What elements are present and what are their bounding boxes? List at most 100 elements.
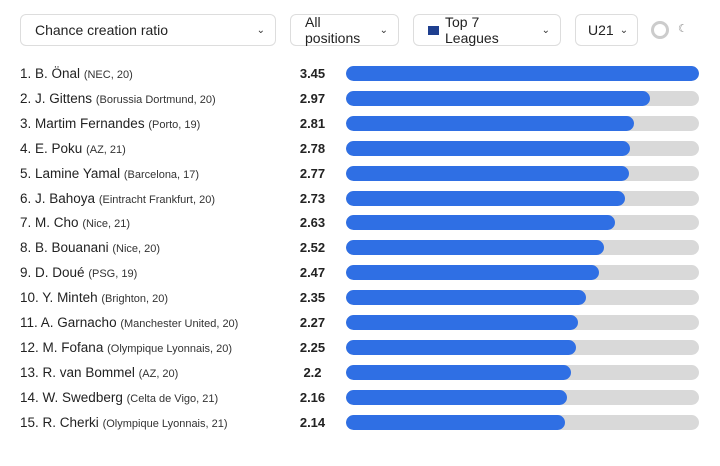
bar-fill xyxy=(346,389,567,405)
player-row: 10. Y. Minteh (Brighton, 20) 2.35 xyxy=(0,285,720,310)
player-name: 4. E. Poku (AZ, 21) xyxy=(20,141,126,156)
player-name: 2. J. Gittens (Borussia Dortmund, 20) xyxy=(20,91,216,106)
player-row: 4. E. Poku (AZ, 21) 2.78 xyxy=(0,136,720,161)
player-name: 13. R. van Bommel (AZ, 20) xyxy=(20,365,178,380)
player-club: (Manchester United, 20) xyxy=(120,318,239,330)
bar-track xyxy=(346,165,699,181)
player-rank: 10. xyxy=(20,290,39,306)
player-rank: 11. xyxy=(20,315,38,330)
bar-fill xyxy=(346,215,616,231)
player-name: 5. Lamine Yamal (Barcelona, 17) xyxy=(20,166,199,181)
player-name-text: E. Poku xyxy=(35,140,83,156)
player-row: 6. J. Bahoya (Eintracht Frankfurt, 20) 2… xyxy=(0,186,720,211)
player-rank: 12. xyxy=(20,339,39,355)
bar-fill xyxy=(346,165,630,181)
player-rank: 13. xyxy=(20,364,39,380)
player-club: (PSG, 19) xyxy=(88,268,138,281)
player-value: 2.25 xyxy=(299,339,326,355)
player-rank: 1. xyxy=(20,66,32,81)
player-row: 2. J. Gittens (Borussia Dortmund, 20) 2.… xyxy=(0,86,720,111)
player-name: 15. R. Cherki (Olympique Lyonnais, 21) xyxy=(20,415,228,430)
player-row: 9. D. Doué (PSG, 19) 2.47 xyxy=(0,260,720,285)
bar-track xyxy=(346,389,699,405)
player-rank: 6. xyxy=(20,190,32,206)
player-name: 1. B. Önal (NEC, 20) xyxy=(20,66,133,81)
player-rank: 2. xyxy=(20,90,32,106)
bar-track xyxy=(346,90,699,106)
bar-fill xyxy=(346,265,599,281)
player-rank: 8. xyxy=(20,240,32,256)
player-name-text: Lamine Yamal xyxy=(35,165,121,181)
bar-track xyxy=(346,414,699,430)
player-row: 11. A. Garnacho (Manchester United, 20) … xyxy=(0,310,720,335)
moon-icon[interactable]: ☾ xyxy=(678,23,688,35)
bar-track xyxy=(346,290,699,306)
bar-track xyxy=(346,265,699,281)
theme-toggle[interactable] xyxy=(651,21,669,39)
player-name: 8. B. Bouanani (Nice, 20) xyxy=(20,240,160,255)
player-value: 2.97 xyxy=(299,90,326,106)
player-rank: 14. xyxy=(20,389,39,405)
player-value: 2.77 xyxy=(299,165,326,181)
player-name: 6. J. Bahoya (Eintracht Frankfurt, 20) xyxy=(20,191,215,206)
age-select-value: U21 xyxy=(588,22,614,38)
player-name: 7. M. Cho (Nice, 21) xyxy=(20,215,130,230)
player-club: (AZ, 21) xyxy=(86,143,126,156)
league-select[interactable]: Top 7 Leagues ⌄ xyxy=(413,14,561,46)
bar-track xyxy=(346,315,699,330)
age-select[interactable]: U21 ⌄ xyxy=(575,14,638,46)
player-row: 1. B. Önal (NEC, 20) 3.45 xyxy=(0,61,720,86)
league-select-value: Top 7 Leagues xyxy=(445,14,499,46)
player-name: 14. W. Swedberg (Celta de Vigo, 21) xyxy=(20,390,218,405)
bar-fill xyxy=(346,66,699,81)
player-name-text: Martim Fernandes xyxy=(35,115,145,131)
player-club: (Porto, 19) xyxy=(148,118,201,131)
chevron-down-icon: ⌄ xyxy=(379,24,388,36)
chevron-down-icon: ⌄ xyxy=(619,24,629,36)
metric-select[interactable]: Chance creation ratio ⌄ xyxy=(20,14,276,46)
bar-track xyxy=(346,115,699,131)
position-select[interactable]: All positions ⌄ xyxy=(290,14,399,46)
chevron-down-icon: ⌄ xyxy=(541,24,550,36)
player-name: 10. Y. Minteh (Brighton, 20) xyxy=(20,290,168,305)
player-name-text: D. Doué xyxy=(35,265,85,281)
player-club: (Nice, 21) xyxy=(82,218,130,231)
player-rank: 5. xyxy=(20,165,32,181)
player-club: (Olympique Lyonnais, 20) xyxy=(107,342,233,355)
player-name: 12. M. Fofana (Olympique Lyonnais, 20) xyxy=(20,340,232,355)
bar-track xyxy=(346,66,699,81)
bar-track xyxy=(346,190,699,206)
chevron-down-icon: ⌄ xyxy=(256,24,265,36)
metric-select-value: Chance creation ratio xyxy=(35,22,169,38)
player-row: 13. R. van Bommel (AZ, 20) 2.2 xyxy=(0,360,720,385)
bar-fill xyxy=(346,315,579,330)
player-value: 2.35 xyxy=(299,290,326,306)
player-value: 2.47 xyxy=(299,265,326,281)
bar-fill xyxy=(346,290,587,306)
player-name-text: W. Swedberg xyxy=(42,389,123,405)
bar-track xyxy=(346,364,699,380)
player-value: 2.73 xyxy=(299,190,326,206)
player-rank: 7. xyxy=(20,215,32,231)
player-row: 7. M. Cho (Nice, 21) 2.63 xyxy=(0,210,720,235)
bar-fill xyxy=(346,339,577,355)
position-select-value: All positions xyxy=(305,14,361,46)
player-name: 9. D. Doué (PSG, 19) xyxy=(20,265,137,280)
player-name-text: B. Bouanani xyxy=(35,240,109,256)
player-name-text: B. Önal xyxy=(35,66,81,81)
player-name-text: A. Garnacho xyxy=(40,315,117,330)
player-club: (Eintracht Frankfurt, 20) xyxy=(98,193,215,206)
bar-fill xyxy=(346,115,634,131)
bar-fill xyxy=(346,140,631,156)
player-name: 11. A. Garnacho (Manchester United, 20) xyxy=(20,315,238,330)
player-value: 2.63 xyxy=(299,215,326,231)
bar-track xyxy=(346,240,699,256)
player-name-text: M. Fofana xyxy=(42,339,104,355)
player-row: 8. B. Bouanani (Nice, 20) 2.52 xyxy=(0,235,720,260)
player-rank: 3. xyxy=(20,115,32,131)
bar-fill xyxy=(346,364,572,380)
player-club: (Olympique Lyonnais, 21) xyxy=(102,417,228,430)
player-value: 3.45 xyxy=(299,66,326,81)
player-value: 2.14 xyxy=(299,414,326,430)
player-club: (Borussia Dortmund, 20) xyxy=(95,93,216,106)
